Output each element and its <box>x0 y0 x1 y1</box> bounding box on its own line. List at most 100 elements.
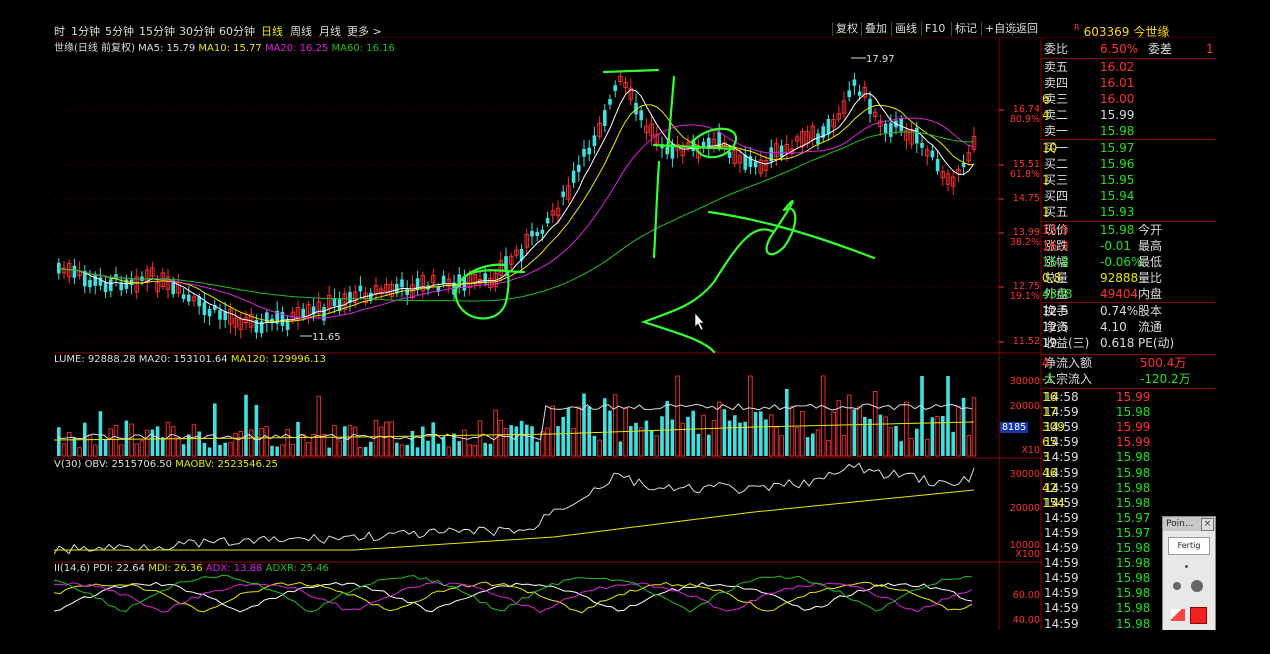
stat-value: 15.98 <box>1100 223 1135 237</box>
tab-1min[interactable]: 1分钟 <box>71 25 100 38</box>
tick-time: 14:59 <box>1044 556 1079 571</box>
color-swatch-icon[interactable] <box>1171 609 1185 621</box>
volume-bar <box>956 405 961 457</box>
candle-body <box>72 265 77 278</box>
candle-body <box>763 159 769 171</box>
ma60-value: MA60: 16.16 <box>331 43 395 54</box>
volume-bar <box>582 393 586 456</box>
popup-close-button[interactable]: × <box>1201 518 1214 531</box>
wc-label: 委差 <box>1148 42 1173 56</box>
fertig-button[interactable]: Fertig <box>1168 537 1210 555</box>
dot-small-icon[interactable] <box>1185 565 1188 568</box>
bid-price: 15.96 <box>1100 157 1135 171</box>
tab-60min[interactable]: 60分钟 <box>219 25 255 38</box>
candle-body <box>436 286 441 292</box>
candle-body <box>88 279 92 288</box>
flow-extra: -1 <box>1042 372 1054 386</box>
candle-body <box>691 139 695 152</box>
draw-line-button[interactable]: 画线 <box>891 22 920 36</box>
volume-bar <box>727 420 732 456</box>
volume-bar <box>675 375 680 457</box>
pct-axis-label: 38.2% <box>1009 237 1040 248</box>
candle-body <box>337 298 342 312</box>
candle-body <box>400 279 404 288</box>
tick-volume: 3 <box>1042 450 1050 465</box>
volume-bar <box>223 442 227 456</box>
bid-row: 买二 15.96 <box>1042 157 1216 172</box>
candlestick-series <box>57 72 977 339</box>
candle-body <box>758 159 764 174</box>
adjust-button[interactable]: 复权 <box>832 22 861 36</box>
tab-monthly[interactable]: 月线 <box>319 25 341 38</box>
volume-bar <box>118 444 124 457</box>
ma5-line <box>58 88 975 325</box>
tab-15min[interactable]: 15分钟 <box>139 25 175 38</box>
tab-30min[interactable]: 30分钟 <box>179 25 215 38</box>
tick-price: 15.98 <box>1116 601 1151 616</box>
candle-body <box>545 217 550 224</box>
mark-button[interactable]: 标记 <box>951 22 980 36</box>
volume-bar <box>660 416 664 456</box>
tab-daily[interactable]: 日线 <box>261 25 283 38</box>
annotation-stroke <box>707 210 876 260</box>
tick-volume: 65 <box>1042 435 1058 450</box>
volume-bar <box>332 425 337 457</box>
volume-bar <box>358 447 363 457</box>
price-axis-label: 11.52 <box>1012 336 1040 347</box>
volume-bar <box>603 398 607 456</box>
stock-name: 今世缘 <box>1133 25 1170 39</box>
flow-extra: 4 <box>1042 356 1050 370</box>
volume-bar <box>530 426 534 456</box>
flow-label: 大宗流入 <box>1044 372 1093 386</box>
tick-row: 14:59 15.99 65 <box>1042 435 1216 450</box>
dot-medium-icon[interactable] <box>1173 582 1181 590</box>
candle-body <box>187 294 191 302</box>
add-watchlist-button[interactable]: +自选 <box>981 22 1019 36</box>
tick-time: 14:59 <box>1044 450 1079 465</box>
candle-body <box>577 164 581 172</box>
back-button[interactable]: 返回 <box>1012 22 1041 36</box>
volume-bar <box>904 401 909 457</box>
volume-bar <box>618 441 623 456</box>
candle-body <box>540 229 545 234</box>
f10-button[interactable]: F10 <box>921 22 948 36</box>
volume-bar <box>680 422 686 457</box>
volume-bar <box>139 440 145 457</box>
candle-body <box>878 120 883 127</box>
candle-body <box>171 280 175 295</box>
overlay-button[interactable]: 叠加 <box>861 22 890 36</box>
volume-bar <box>841 435 847 457</box>
tab-more[interactable]: 更多 > <box>347 25 382 38</box>
tick-time: 14:59 <box>1044 616 1079 631</box>
candle-body <box>935 159 940 172</box>
candle-body <box>535 231 539 237</box>
stat-row: 涨幅 -0.06% 最低 15.8 <box>1042 255 1216 270</box>
candle-body <box>57 262 61 274</box>
tab-5min[interactable]: 5分钟 <box>105 25 134 38</box>
volume-bar <box>863 416 867 456</box>
ask-price: 15.98 <box>1100 124 1135 138</box>
volume-ma20: MA20: 153101.64 <box>138 354 228 365</box>
tab-hour[interactable]: 时 <box>54 25 65 38</box>
volume-bar <box>644 420 649 456</box>
candle-body <box>961 162 966 168</box>
candle-body <box>800 131 805 148</box>
bid-row: 买四 15.94 <box>1042 189 1216 204</box>
volume-ma20-line <box>56 403 973 441</box>
red-swatch-icon[interactable] <box>1190 607 1207 624</box>
ask-row: 卖四 16.01 <box>1042 76 1216 91</box>
volume-ma120-line <box>54 421 975 441</box>
stat-value: 15.8 <box>1042 255 1069 269</box>
bid-label: 买五 <box>1044 205 1069 219</box>
volume-bar <box>634 422 638 456</box>
candle-body <box>306 304 311 318</box>
dmi-line <box>54 574 973 613</box>
candle-body <box>285 319 290 330</box>
ma60-line <box>58 131 975 302</box>
chart-area[interactable]: 17.97 11.65 <box>54 22 1042 630</box>
volume-bar <box>514 426 519 456</box>
tick-time: 14:59 <box>1044 465 1079 480</box>
flow-label: 净流入额 <box>1044 356 1093 370</box>
dot-large-icon[interactable] <box>1191 580 1203 592</box>
tab-weekly[interactable]: 周线 <box>290 25 312 38</box>
